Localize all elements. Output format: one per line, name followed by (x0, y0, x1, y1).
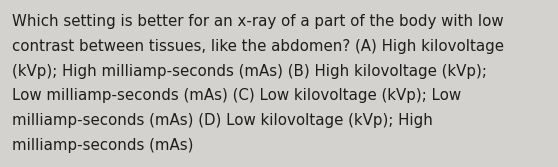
Text: Low milliamp-seconds (mAs) (C) Low kilovoltage (kVp); Low: Low milliamp-seconds (mAs) (C) Low kilov… (12, 88, 461, 103)
Text: (kVp); High milliamp-seconds (mAs) (B) High kilovoltage (kVp);: (kVp); High milliamp-seconds (mAs) (B) H… (12, 64, 487, 79)
Text: Which setting is better for an x-ray of a part of the body with low: Which setting is better for an x-ray of … (12, 14, 504, 29)
Text: contrast between tissues, like the abdomen? (A) High kilovoltage: contrast between tissues, like the abdom… (12, 39, 504, 54)
Text: milliamp-seconds (mAs) (D) Low kilovoltage (kVp); High: milliamp-seconds (mAs) (D) Low kilovolta… (12, 113, 433, 128)
Text: milliamp-seconds (mAs): milliamp-seconds (mAs) (12, 138, 194, 153)
